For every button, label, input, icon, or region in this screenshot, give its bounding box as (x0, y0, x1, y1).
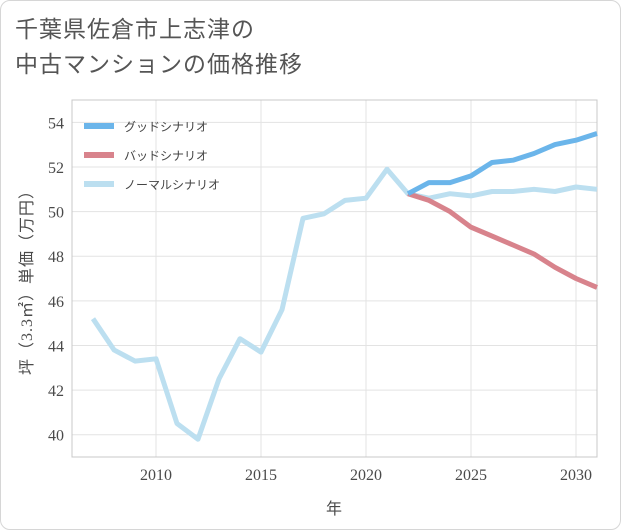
x-tick-label: 2010 (140, 467, 172, 484)
chart-title: 千葉県佐倉市上志津の 中古マンションの価格推移 (15, 13, 535, 83)
series-line-2 (407, 191, 598, 290)
legend-label: バッドシナリオ (124, 149, 208, 163)
x-tick-label: 2025 (455, 467, 487, 484)
x-tick-label: 2015 (245, 467, 277, 484)
x-tick-label: 2020 (350, 467, 382, 484)
chart-title-line-1: 千葉県佐倉市上志津の (15, 17, 255, 43)
y-tick-label: 42 (48, 383, 64, 400)
x-tick-label: 2030 (560, 467, 592, 484)
y-tick-labels: 40 42 44 46 48 50 52 54 (48, 115, 64, 444)
series-line-3 (90, 166, 598, 442)
y-tick-label: 44 (48, 338, 64, 355)
legend-label: グッドシナリオ (124, 120, 208, 134)
chart-title-line-2: 中古マンションの価格推移 (15, 52, 303, 78)
x-axis-label: 年 (326, 500, 343, 518)
x-tick-labels: 2010 2015 2020 2025 2030 (140, 467, 592, 484)
y-tick-label: 40 (48, 428, 64, 445)
y-tick-label: 54 (48, 115, 64, 132)
series-line-1 (406, 131, 598, 196)
y-tick-label: 48 (48, 249, 64, 266)
plot-area (71, 99, 598, 458)
y-axis-label: 坪（3.3㎡）単価（万円） (18, 182, 36, 375)
y-tick-label: 46 (48, 294, 64, 311)
y-tick-label: 52 (48, 160, 64, 177)
legend-label: ノーマルシナリオ (124, 178, 220, 192)
y-tick-label: 50 (48, 205, 64, 222)
series-lines (90, 131, 598, 442)
